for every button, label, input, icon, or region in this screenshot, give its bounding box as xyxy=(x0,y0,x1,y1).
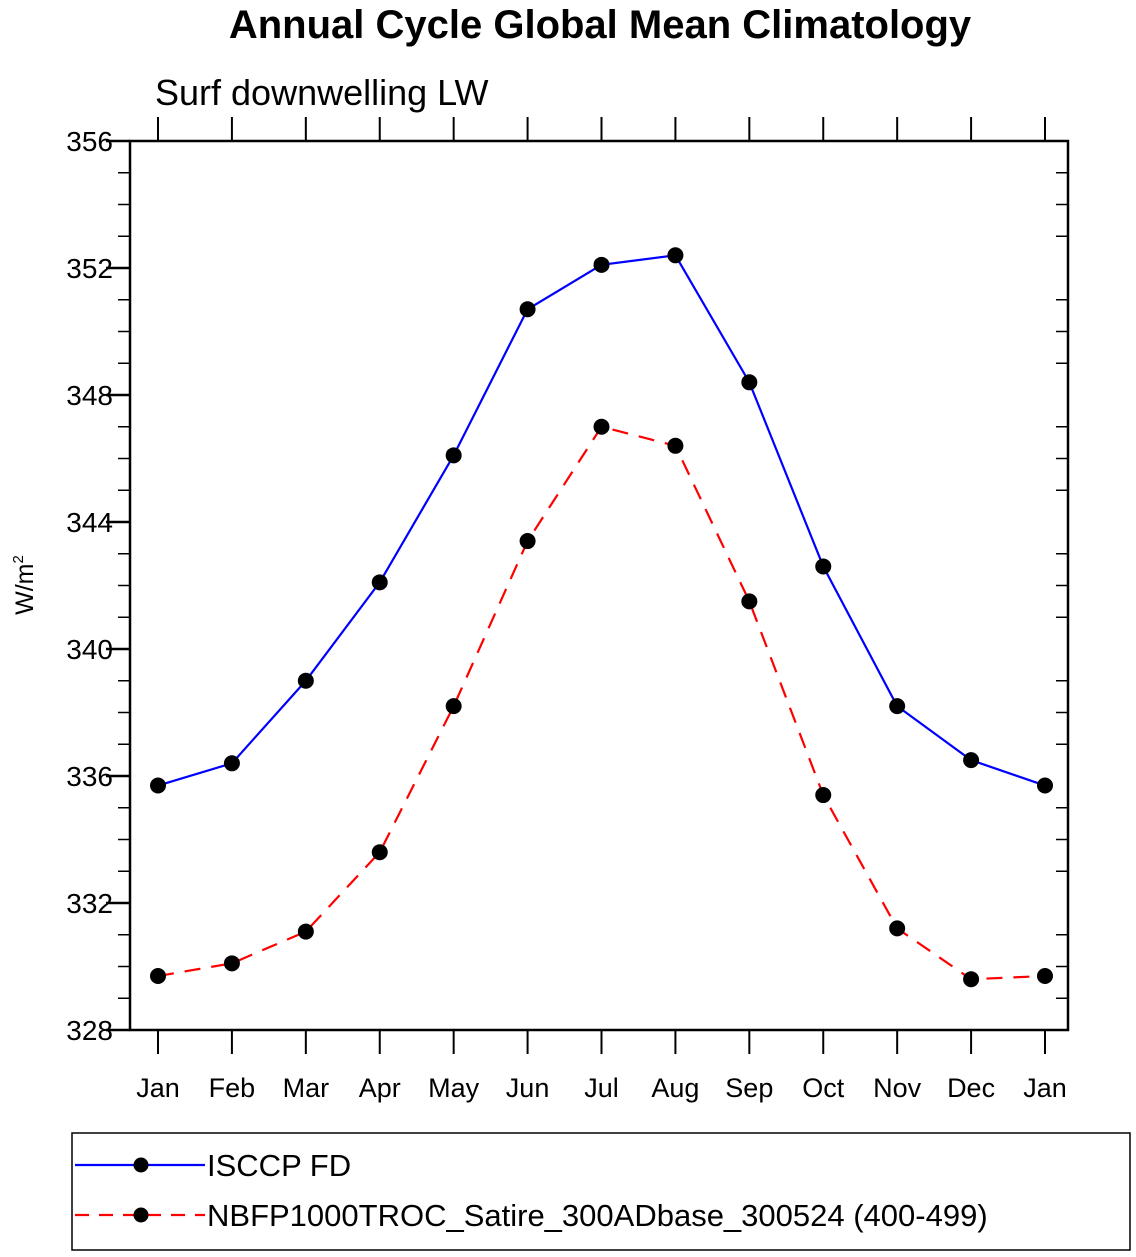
data-point xyxy=(815,787,832,804)
data-point xyxy=(297,672,314,689)
legend: ISCCP FD NBFP1000TROC_Satire_300ADbase_30… xyxy=(71,1132,1131,1251)
data-point xyxy=(593,256,610,273)
legend-marker xyxy=(133,1207,149,1223)
y-axis-label-text: W/m xyxy=(11,563,39,614)
y-tick-label: 332 xyxy=(66,888,113,919)
y-axis-label-superscript: 2 xyxy=(10,555,27,563)
data-point xyxy=(445,698,462,715)
data-point xyxy=(297,923,314,940)
y-tick-label: 336 xyxy=(66,761,113,792)
data-point xyxy=(519,533,536,550)
y-tick-labels: 328 332 336 340 344 348 352 356 xyxy=(66,126,113,1046)
data-point xyxy=(593,418,610,435)
data-point xyxy=(667,437,684,454)
x-tick-label: Jan xyxy=(136,1073,180,1103)
data-point xyxy=(150,968,166,985)
data-point xyxy=(223,955,240,972)
x-tick-label: Jan xyxy=(1023,1073,1067,1103)
data-point xyxy=(963,752,980,769)
y-axis-label: W/m2 xyxy=(10,555,39,615)
plot-frame xyxy=(128,139,1070,1032)
y-tick-label: 344 xyxy=(66,507,113,538)
data-point xyxy=(1037,777,1053,794)
data-point xyxy=(963,971,980,988)
data-point xyxy=(667,247,684,264)
y-tick-label: 328 xyxy=(66,1015,113,1046)
legend-label: NBFP1000TROC_Satire_300ADbase_300524 (40… xyxy=(207,1198,988,1233)
legend-box xyxy=(71,1132,1131,1251)
data-point xyxy=(815,558,832,575)
axis-ticks xyxy=(106,117,1068,1054)
x-tick-labels: Jan Feb Mar Apr May Jun Jul Aug Sep Oct Nov Dec Jan xyxy=(136,1073,1067,1103)
data-point xyxy=(741,374,758,391)
x-tick-label: Jul xyxy=(584,1073,619,1103)
data-point xyxy=(519,301,536,318)
series-isccp-fd xyxy=(150,247,1053,794)
data-point xyxy=(150,777,166,794)
x-tick-label: Feb xyxy=(209,1073,256,1103)
series-line xyxy=(157,425,1046,981)
y-tick-label: 348 xyxy=(66,380,113,411)
y-tick-label: 352 xyxy=(66,253,113,284)
data-point xyxy=(223,755,240,772)
x-tick-label: Mar xyxy=(283,1073,330,1103)
chart-subtitle: Surf downwelling LW xyxy=(155,72,488,113)
x-tick-label: Dec xyxy=(947,1073,995,1103)
data-point xyxy=(889,698,906,715)
data-point xyxy=(1037,968,1053,985)
data-point xyxy=(741,593,758,610)
series-layer xyxy=(150,247,1053,988)
svg-text:W/m2: W/m2 xyxy=(10,555,39,615)
chart-title: Annual Cycle Global Mean Climatology xyxy=(229,3,972,47)
legend-label: ISCCP FD xyxy=(207,1148,351,1183)
x-tick-label: Oct xyxy=(802,1073,845,1103)
x-tick-label: May xyxy=(428,1073,480,1103)
data-point xyxy=(371,844,388,861)
data-point xyxy=(889,920,906,937)
x-tick-label: Nov xyxy=(873,1073,922,1103)
x-tick-label: Aug xyxy=(651,1073,699,1103)
series-model-run xyxy=(150,418,1053,988)
series-line xyxy=(157,254,1046,787)
legend-marker xyxy=(133,1157,149,1173)
x-tick-label: Apr xyxy=(359,1073,401,1103)
data-point xyxy=(445,447,462,464)
y-tick-label: 340 xyxy=(66,634,113,665)
data-point xyxy=(371,574,388,591)
x-tick-label: Sep xyxy=(725,1073,773,1103)
y-tick-label: 356 xyxy=(66,126,113,157)
x-tick-label: Jun xyxy=(506,1073,550,1103)
